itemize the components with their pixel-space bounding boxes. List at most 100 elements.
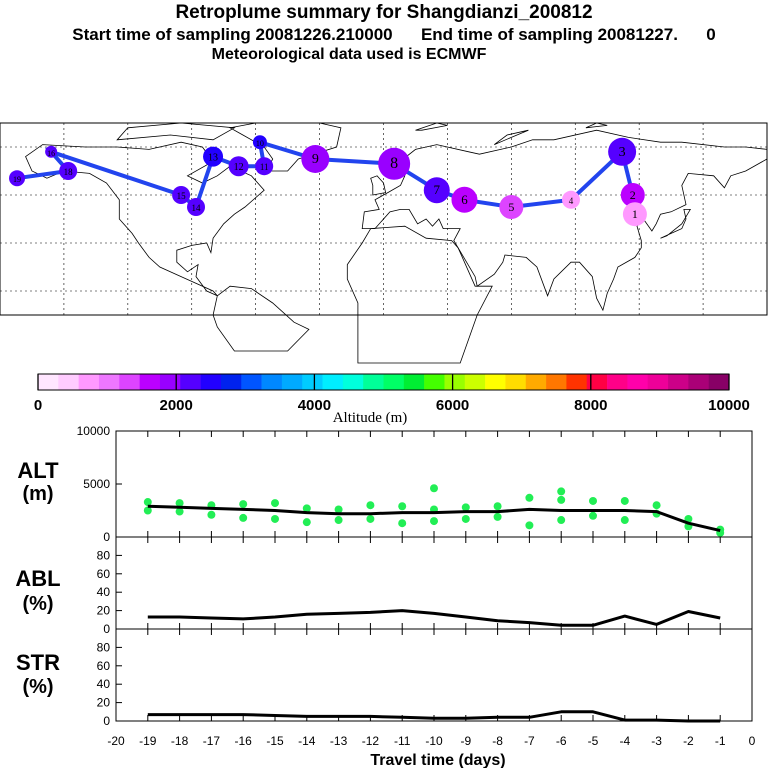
colorbar-swatch bbox=[58, 374, 79, 390]
plume-cluster-marker bbox=[378, 147, 411, 180]
plume-cluster: 7 bbox=[423, 177, 450, 204]
panel-name: ABL bbox=[15, 566, 60, 591]
panel-name: ALT bbox=[17, 458, 59, 483]
plume-cluster-label: 8 bbox=[390, 155, 398, 172]
plume-cluster-marker bbox=[9, 170, 26, 187]
plume-cluster-marker bbox=[499, 195, 524, 219]
x-tick-label: -16 bbox=[235, 734, 253, 748]
colorbar-swatch bbox=[607, 374, 628, 390]
plume-cluster: 15 bbox=[172, 186, 191, 204]
plume-cluster-label: 7 bbox=[434, 182, 441, 197]
altitude-sample-point bbox=[207, 510, 216, 519]
altitude-sample-point bbox=[557, 495, 566, 504]
panel-unit: (m) bbox=[22, 483, 53, 505]
plume-cluster-marker bbox=[423, 177, 450, 204]
altitude-sample-point bbox=[239, 513, 248, 522]
altitude-sample-point bbox=[175, 499, 184, 508]
plume-center-track bbox=[15, 139, 637, 217]
altitude-sample-point bbox=[589, 496, 597, 505]
colorbar-swatch bbox=[200, 374, 222, 390]
colorbar-swatch bbox=[38, 374, 59, 390]
colorbar-swatch bbox=[708, 374, 730, 390]
panel-abl: ABL(%) 80 60 40 20 0 bbox=[15, 536, 753, 636]
altitude-sample-point bbox=[271, 499, 279, 508]
plume-cluster-label: 4 bbox=[569, 196, 574, 206]
colorbar-swatch bbox=[586, 374, 608, 390]
x-tick-label: -12 bbox=[362, 734, 380, 748]
x-tick-label: -17 bbox=[203, 734, 221, 748]
colorbar-swatch bbox=[302, 374, 323, 390]
colorbar-swatch bbox=[546, 374, 567, 390]
y-tick-label: 0 bbox=[103, 714, 110, 728]
colorbar-swatch bbox=[627, 374, 649, 390]
altitude-sample-point bbox=[302, 504, 311, 513]
sampling-times: Start time of sampling 20081226.210000 E… bbox=[72, 25, 716, 44]
plume-cluster: 6 bbox=[451, 186, 478, 213]
colorbar-swatch bbox=[159, 374, 181, 390]
plume-cluster-marker bbox=[561, 190, 580, 209]
plume-cluster-marker bbox=[45, 145, 58, 158]
panel-frame bbox=[115, 628, 753, 722]
y-tick-label: 20 bbox=[97, 604, 111, 618]
series-line bbox=[147, 609, 721, 627]
colorbar-tick-label: 2000 bbox=[160, 397, 193, 414]
series-line bbox=[147, 710, 721, 723]
y-tick-label: 80 bbox=[97, 640, 111, 654]
y-tick-label: 0 bbox=[103, 622, 110, 636]
y-tick-label: 20 bbox=[97, 696, 111, 710]
coastline-segment bbox=[116, 122, 236, 141]
coastline-segment bbox=[660, 208, 692, 239]
time-series-panels: ALT(m)1000050000ABL(%)806040200STR(%)806… bbox=[15, 424, 755, 748]
plume-cluster-label: 10 bbox=[256, 139, 264, 148]
altitude-sample-point bbox=[143, 498, 152, 507]
altitude-sample-point bbox=[430, 517, 438, 526]
x-tick-label: -20 bbox=[107, 734, 125, 748]
x-tick-label: -8 bbox=[492, 734, 503, 748]
panel-str: STR(%) 80 60 40 20 0 bbox=[16, 628, 753, 728]
altitude-sample-point bbox=[525, 521, 534, 530]
colorbar-swatch bbox=[281, 374, 303, 390]
x-tick-label: -4 bbox=[619, 734, 630, 748]
y-tick-label: 0 bbox=[103, 530, 110, 544]
altitude-sample-point bbox=[398, 502, 407, 511]
altitude-sample-point bbox=[334, 516, 343, 525]
x-tick-label: -1 bbox=[715, 734, 726, 748]
y-tick-label: 5000 bbox=[83, 477, 110, 491]
plume-cluster-label: 3 bbox=[619, 145, 626, 160]
plume-cluster-marker bbox=[608, 137, 637, 166]
colorbar-swatch bbox=[180, 374, 201, 390]
plume-cluster-label: 2 bbox=[630, 188, 636, 202]
colorbar-swatch bbox=[444, 374, 466, 390]
world-map: 19 18 16 15 14 13 12 11 10 9 8 7 6 5 4 3 2 1 bbox=[0, 122, 768, 364]
altitude-sample-point bbox=[143, 506, 152, 515]
colorbar-label: Altitude (m) bbox=[333, 410, 408, 426]
altitude-sample-point bbox=[271, 514, 279, 523]
colorbar-swatch bbox=[139, 374, 161, 390]
altitude-sample-point bbox=[398, 519, 407, 528]
plume-cluster: 3 bbox=[608, 137, 637, 166]
altitude-sample-point bbox=[557, 516, 566, 525]
panel-alt: ALT(m) 10000 5000 0 bbox=[17, 424, 753, 544]
colorbar-swatch bbox=[220, 374, 242, 390]
plume-cluster: 1 bbox=[622, 202, 647, 227]
colorbar-swatch bbox=[383, 374, 405, 390]
plume-cluster: 12 bbox=[228, 156, 249, 177]
plume-cluster: 10 bbox=[252, 135, 267, 150]
plume-cluster-label: 18 bbox=[64, 167, 74, 177]
plume-cluster-label: 16 bbox=[47, 149, 55, 158]
colorbar-swatch bbox=[403, 374, 425, 390]
altitude-sample-point bbox=[366, 501, 375, 510]
plume-cluster: 19 bbox=[9, 170, 26, 187]
plume-cluster: 18 bbox=[59, 162, 78, 180]
plume-cluster: 11 bbox=[255, 157, 274, 176]
x-tick-label: -2 bbox=[683, 734, 694, 748]
plume-cluster-label: 5 bbox=[508, 200, 514, 214]
x-tick-label: -10 bbox=[425, 734, 443, 748]
colorbar-swatch bbox=[647, 374, 669, 390]
y-tick-label: 60 bbox=[97, 659, 111, 673]
coastline-segment bbox=[415, 122, 448, 131]
colorbar-swatch bbox=[424, 374, 445, 390]
x-tick-label: -13 bbox=[330, 734, 348, 748]
plume-cluster: 16 bbox=[45, 145, 58, 158]
